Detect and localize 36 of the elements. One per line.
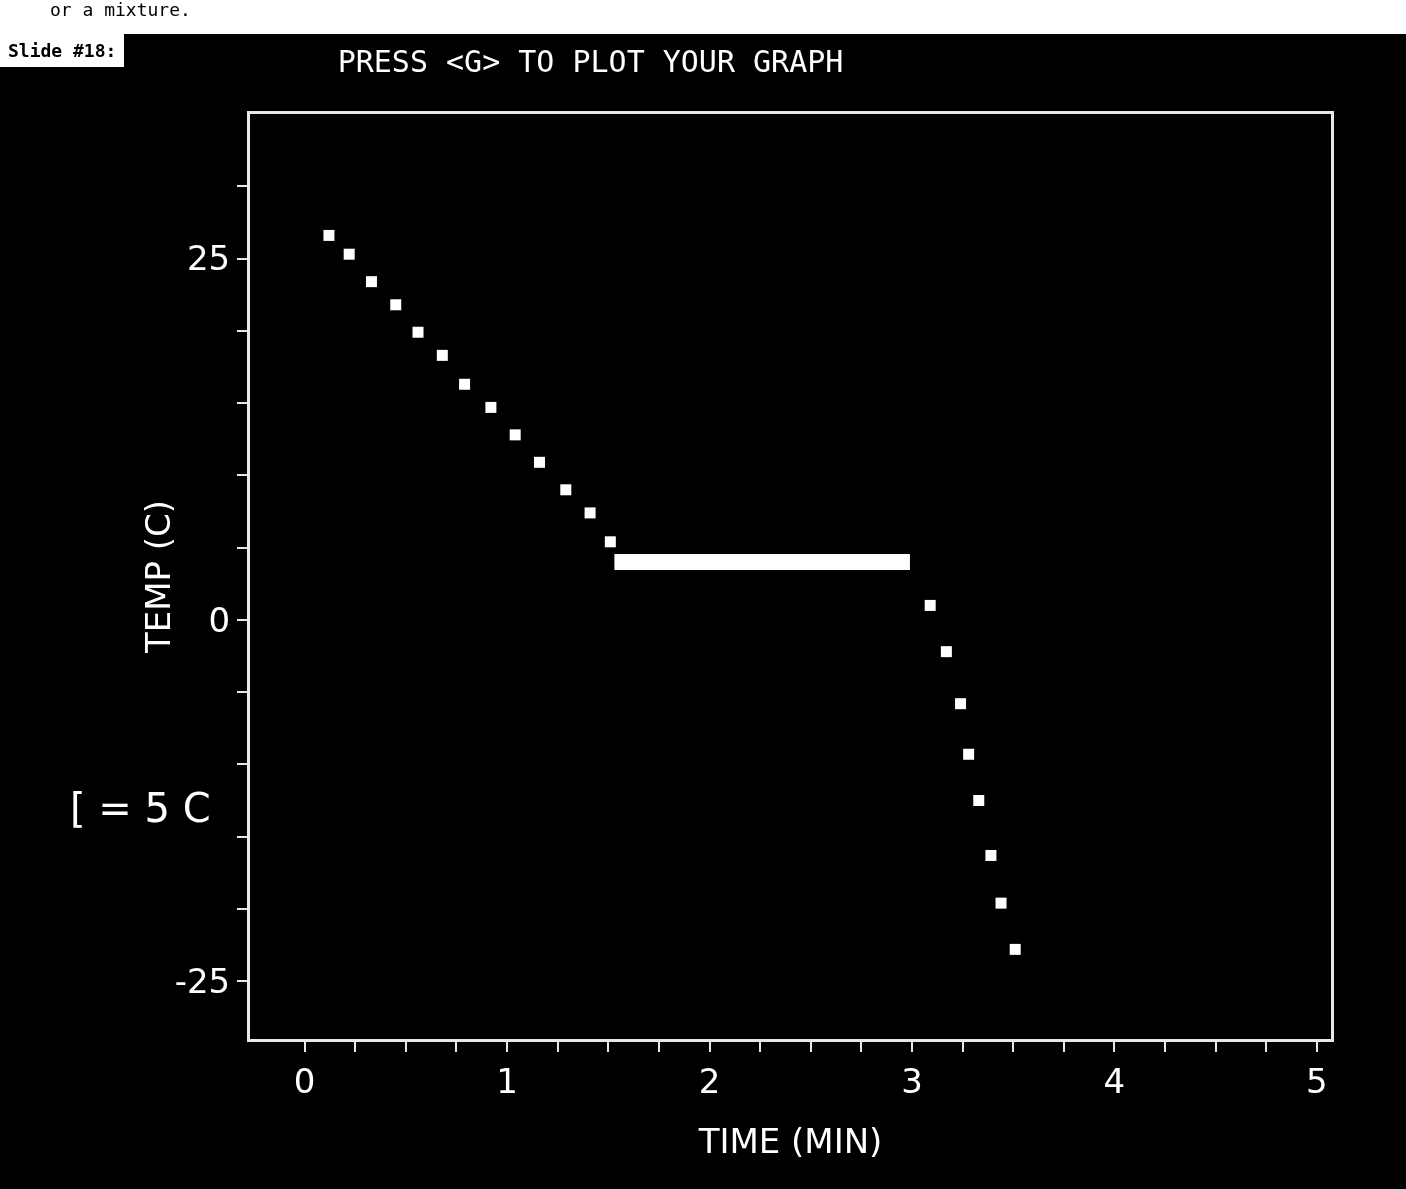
point bbox=[533, 456, 545, 468]
text: Slide #18: bbox=[0, 34, 125, 67]
y-tick-label: 25 bbox=[186, 238, 231, 279]
point bbox=[955, 698, 967, 710]
y-tick-label: 0 bbox=[208, 599, 231, 640]
y-axis-title: TEMP (C) bbox=[138, 499, 178, 655]
point bbox=[485, 401, 497, 413]
x-tick-label: 1 bbox=[496, 1060, 518, 1101]
x-tick-label: 4 bbox=[1103, 1060, 1126, 1101]
point bbox=[323, 229, 335, 241]
point bbox=[343, 248, 355, 260]
point bbox=[365, 276, 377, 288]
point bbox=[1009, 943, 1021, 955]
point bbox=[940, 646, 952, 658]
point bbox=[436, 349, 448, 361]
x-tick-label: 2 bbox=[698, 1060, 721, 1101]
point bbox=[584, 507, 596, 519]
point bbox=[985, 849, 997, 861]
point bbox=[924, 599, 936, 611]
x-tick-label: 0 bbox=[293, 1060, 316, 1101]
point bbox=[963, 748, 975, 760]
point bbox=[560, 484, 572, 496]
x-axis-title: TIME (MIN) bbox=[697, 1121, 883, 1161]
x-tick-label: 3 bbox=[901, 1060, 923, 1101]
text: [ = 5 C bbox=[70, 785, 211, 831]
point bbox=[412, 326, 424, 338]
point bbox=[604, 536, 616, 548]
point bbox=[973, 795, 985, 807]
text: or a mixture. bbox=[0, 0, 1406, 34]
point bbox=[390, 299, 402, 311]
y-tick-label: -25 bbox=[174, 961, 231, 1002]
chart-title: PRESS <G> TO PLOT YOUR GRAPH bbox=[337, 44, 844, 80]
x-tick-label: 5 bbox=[1306, 1060, 1328, 1101]
point bbox=[995, 897, 1007, 909]
point bbox=[459, 378, 471, 390]
point bbox=[509, 429, 521, 441]
